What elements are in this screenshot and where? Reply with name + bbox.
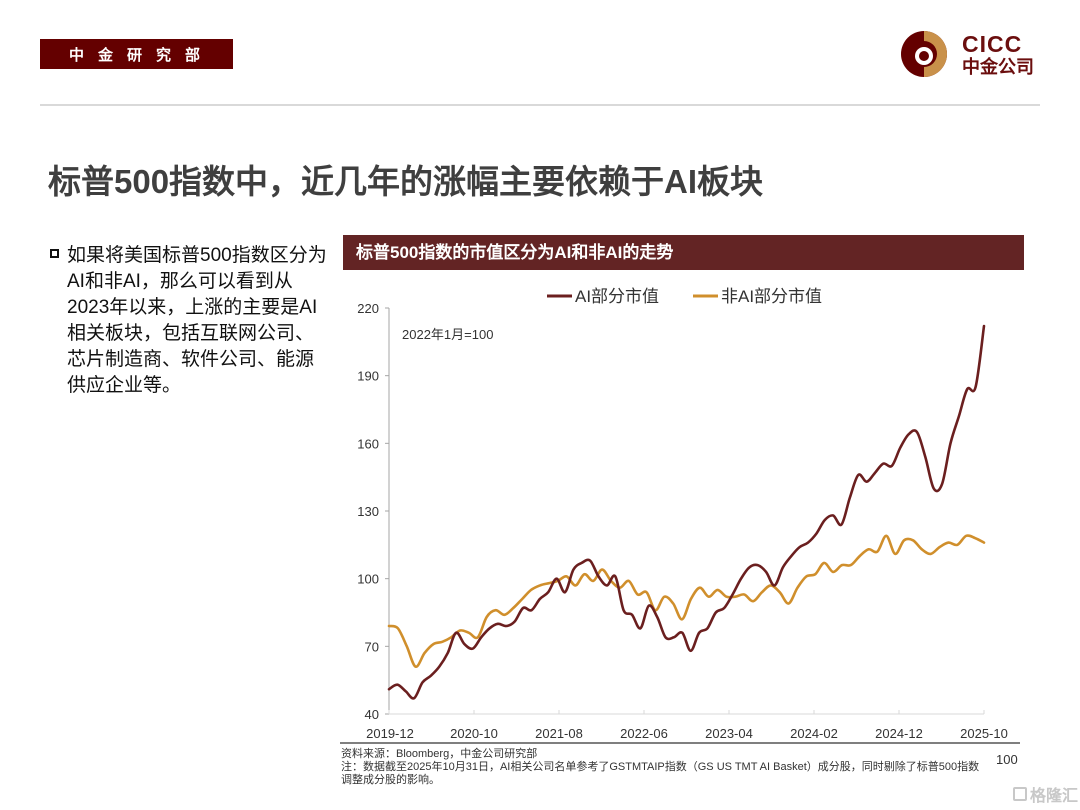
department-badge: 中金研究部 [40, 39, 233, 69]
chart-svg: AI部分市值 非AI部分市值 2022年1月=100 220 190 160 130 1… [357, 287, 1008, 741]
source-text: 资料来源：Bloomberg，中金公司研究部 [341, 748, 538, 760]
x-tick-label: 2020-10 [450, 726, 498, 741]
chart-annotation: 2022年1月=100 [402, 327, 493, 342]
logo-text-cn: 中金公司 [962, 57, 1034, 77]
y-tick-label: 130 [357, 504, 379, 519]
y-tick-label: 100 [357, 572, 379, 587]
line-chart: AI部分市值 非AI部分市值 2022年1月=100 220 190 160 130 1… [340, 275, 1040, 745]
x-tick-label: 2019-12 [366, 726, 414, 741]
logo-text-en: CICC [962, 31, 1023, 57]
cicc-logo-icon [901, 31, 947, 77]
legend-label-non-ai: 非AI部分市值 [721, 287, 822, 306]
cicc-logo: CICC 中金公司 [900, 30, 1050, 80]
y-tick-label: 70 [365, 639, 379, 654]
page-number: 100 [996, 752, 1018, 767]
chart-legend: AI部分市值 非AI部分市值 [547, 287, 822, 306]
x-tick-label: 2022-06 [620, 726, 668, 741]
footer-divider [340, 742, 1020, 744]
x-tick-label: 2024-12 [875, 726, 923, 741]
legend-label-ai: AI部分市值 [575, 287, 659, 306]
y-tick-label: 190 [357, 369, 379, 384]
square-bullet-icon [50, 249, 59, 258]
y-tick-label: 40 [365, 707, 379, 722]
series-line-non-ai [387, 534, 986, 668]
source-notes: 资料来源：Bloomberg，中金公司研究部 注：数据截至2025年10月31日… [341, 748, 981, 787]
y-tick-label: 160 [357, 436, 379, 451]
note-text: 注：数据截至2025年10月31日，AI相关公司名单参考了GSTMTAIP指数（… [341, 761, 980, 786]
watermark-logo-icon [1013, 787, 1027, 801]
bullet-text: 如果将美国标普500指数区分为AI和非AI，那么可以看到从2023年以来，上涨的… [67, 245, 327, 396]
x-tick-label: 2025-10 [960, 726, 1008, 741]
watermark: 格隆汇 [1013, 782, 1078, 806]
header-divider [40, 104, 1040, 106]
series-line-ai [387, 324, 986, 700]
x-tick-label: 2021-08 [535, 726, 583, 741]
watermark-text: 格隆汇 [1030, 788, 1079, 805]
page-title: 标普500指数中，近几年的涨幅主要依赖于AI板块 [48, 163, 764, 200]
chart-header: 标普500指数的市值区分为AI和非AI的走势 [343, 235, 1024, 270]
x-tick-label: 2023-04 [705, 726, 753, 741]
y-tick-label: 220 [357, 301, 379, 316]
x-tick-label: 2024-02 [790, 726, 838, 741]
